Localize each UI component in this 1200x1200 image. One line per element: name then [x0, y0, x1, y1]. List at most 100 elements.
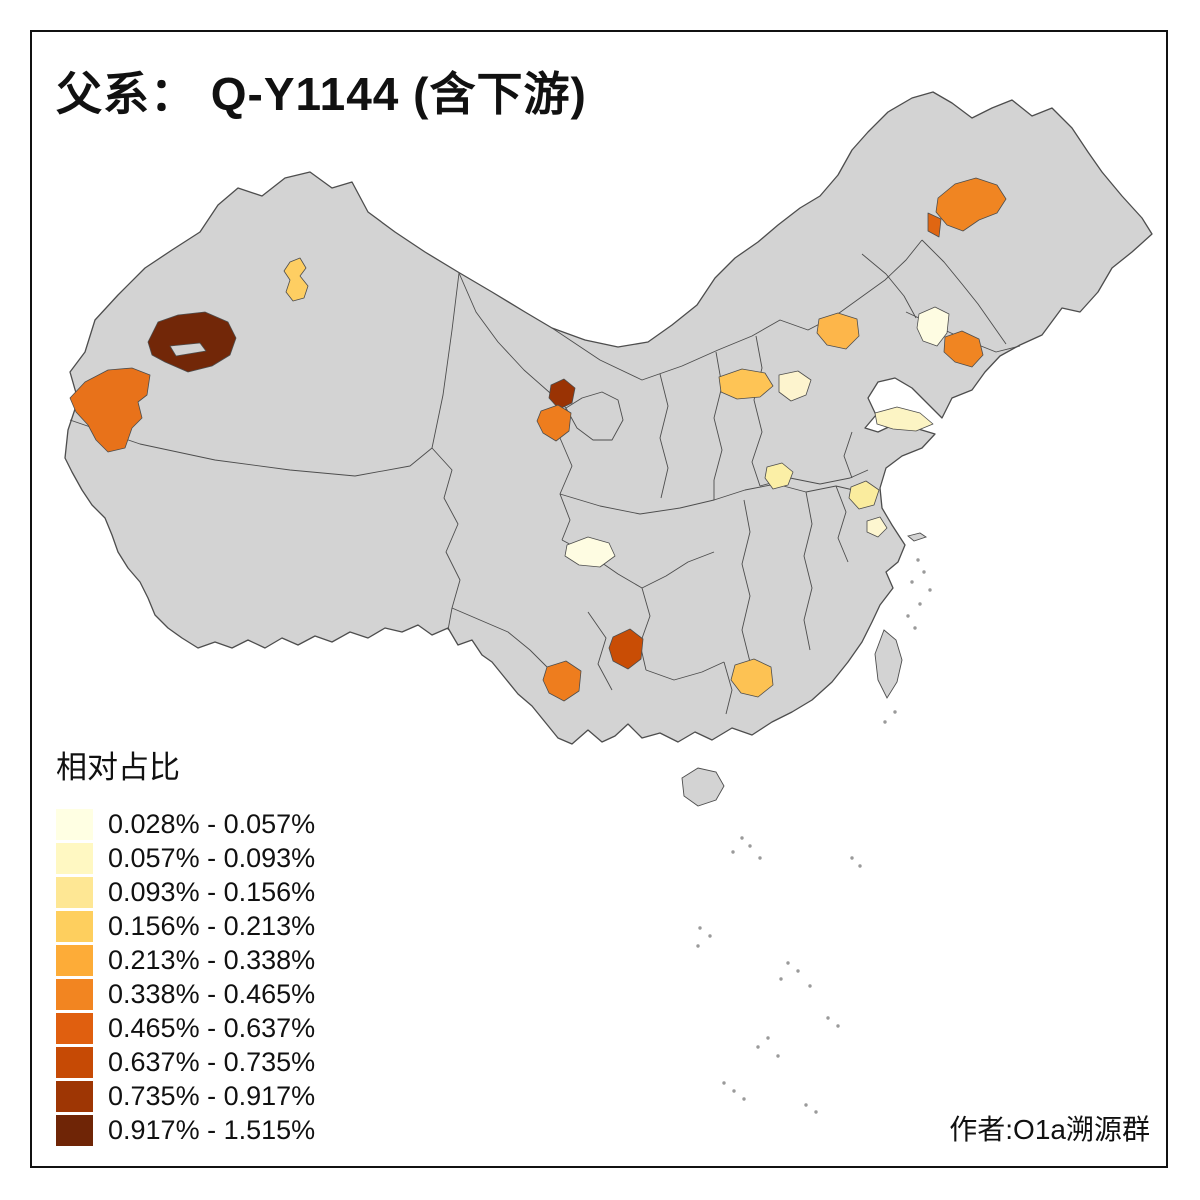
legend-label: 0.093% - 0.156% [108, 876, 316, 907]
legend-label: 0.637% - 0.735% [108, 1046, 316, 1077]
legend-swatch [56, 944, 93, 976]
province-border [741, 499, 751, 663]
legend-swatch [56, 1080, 93, 1112]
legend-label: 0.338% - 0.465% [108, 978, 316, 1009]
region-xinjiang-kashgar-orange [69, 367, 151, 453]
province-border [645, 661, 725, 681]
province-border [69, 272, 460, 477]
province-border [639, 587, 651, 671]
region-yunnan-orange [542, 660, 582, 702]
legend-title: 相对占比 [56, 750, 180, 785]
legend-item: 0.057% - 0.093% [56, 841, 315, 875]
sea-island-mark [748, 844, 752, 848]
region-henan-pale-yellow [764, 462, 794, 490]
region-xinjiang-west-inner-gap [169, 342, 207, 357]
sea-island-mark [916, 558, 920, 562]
sea-island-mark [756, 1045, 760, 1049]
legend-item: 0.093% - 0.156% [56, 875, 315, 909]
legend-label: 0.465% - 0.637% [108, 1012, 316, 1043]
taiwan-island [874, 629, 903, 699]
province-border [751, 335, 763, 487]
region-ningxia-dark [548, 378, 576, 410]
legend-swatch [56, 1012, 93, 1044]
province-border [451, 607, 549, 669]
legend-item: 0.338% - 0.465% [56, 977, 315, 1011]
china-mainland-outline [64, 91, 1153, 745]
sea-island-mark [928, 588, 932, 592]
sea-island-mark [742, 1097, 746, 1101]
legend-label: 0.735% - 0.917% [108, 1080, 316, 1111]
sea-island-mark [906, 614, 910, 618]
province-border [843, 431, 853, 479]
sea-island-mark [910, 580, 914, 584]
sea-island-mark [722, 1081, 726, 1085]
sea-island-mark [883, 720, 887, 724]
sea-island-mark [922, 570, 926, 574]
region-xinjiang-north-light [283, 257, 309, 302]
legend-label: 0.057% - 0.093% [108, 842, 316, 873]
region-xinjiang-west-darkest [147, 311, 237, 373]
sea-island-mark [766, 1036, 770, 1040]
sea-island-mark [804, 1103, 808, 1107]
province-border [723, 661, 733, 715]
sea-island-mark [796, 969, 800, 973]
region-guizhou-dark-orange [608, 628, 644, 670]
legend-swatch [56, 1046, 93, 1078]
sea-island-mark [786, 961, 790, 965]
sea-island-mark [918, 602, 922, 606]
region-sichuan-pale [564, 536, 616, 568]
sea-island-mark [850, 856, 854, 860]
region-beijing-pale [778, 370, 812, 402]
province-border [431, 447, 461, 631]
sea-island-mark [732, 1089, 736, 1093]
region-jiangsu-pale-small [866, 516, 888, 538]
legend-items: 0.028% - 0.057% 0.057% - 0.093% 0.093% - 0… [56, 807, 315, 1147]
region-heilongjiang-orange [935, 177, 1007, 232]
legend-label: 0.156% - 0.213% [108, 910, 316, 941]
region-shandong-peninsula-pale [874, 406, 934, 432]
province-border [551, 239, 923, 381]
province-border [587, 611, 613, 691]
sea-island-mark [776, 1054, 780, 1058]
region-jiangsu-pale-yellow [848, 480, 880, 510]
hainan-island [681, 767, 725, 807]
sea-island-mark [731, 850, 735, 854]
legend-swatch [56, 876, 93, 908]
legend-swatch [56, 978, 93, 1010]
sea-island-mark [808, 984, 812, 988]
legend-label: 0.028% - 0.057% [108, 808, 316, 839]
sea-island-mark [814, 1110, 818, 1114]
province-border [559, 480, 715, 515]
legend-item: 0.637% - 0.735% [56, 1045, 315, 1079]
sea-island-mark [696, 944, 700, 948]
sea-island-mark [758, 856, 762, 860]
legend-swatch [56, 1114, 93, 1146]
province-border [659, 373, 669, 499]
chongming-island [907, 532, 928, 542]
sea-island-mark [913, 626, 917, 630]
sea-island-mark [740, 836, 744, 840]
region-shanxi-north-yellow [718, 368, 774, 400]
province-border [565, 391, 624, 441]
legend-item: 0.156% - 0.213% [56, 909, 315, 943]
legend-swatch [56, 808, 93, 840]
legend-item: 0.465% - 0.637% [56, 1011, 315, 1045]
sea-island-mark [826, 1016, 830, 1020]
sea-island-mark [836, 1024, 840, 1028]
legend-swatch [56, 910, 93, 942]
legend-item: 0.028% - 0.057% [56, 807, 315, 841]
sea-island-mark [893, 710, 897, 714]
region-guangxi-light-orange [730, 658, 774, 698]
legend: 相对占比 0.028% - 0.057% 0.057% - 0.093% 0.093… [56, 742, 315, 1147]
plot-title: 父系： Q-Y1144 (含下游) [56, 68, 587, 120]
province-border [713, 483, 863, 501]
sea-island-mark [858, 864, 862, 868]
legend-item: 0.213% - 0.338% [56, 943, 315, 977]
province-border [921, 239, 1007, 345]
province-border [835, 485, 849, 563]
legend-label: 0.917% - 1.515% [108, 1114, 316, 1145]
province-border [713, 351, 723, 481]
attribution: 作者:O1a溯源群 [949, 1114, 1150, 1145]
legend-item: 0.735% - 0.917% [56, 1079, 315, 1113]
province-border [803, 491, 813, 651]
